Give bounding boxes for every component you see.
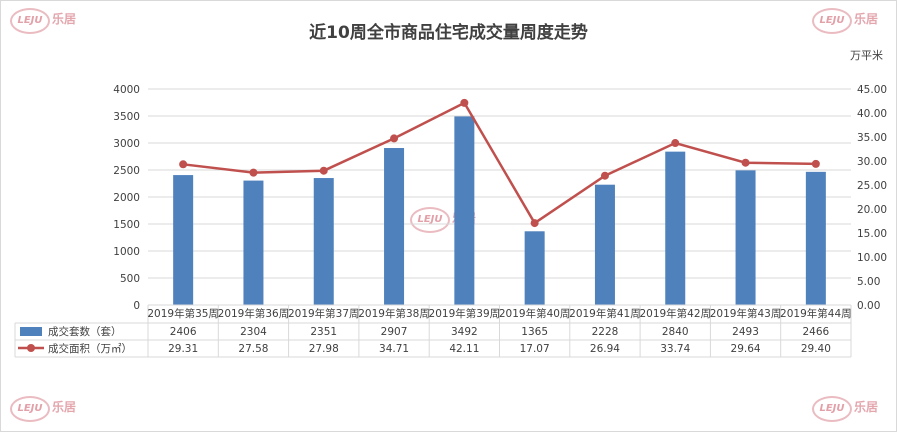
x-category-label: 2019年第41周 — [569, 307, 641, 320]
table-cell-bar-value: 2466 — [802, 326, 829, 338]
y-right-tick-label: 25.00 — [857, 180, 887, 192]
bar — [384, 148, 405, 305]
line-point — [460, 98, 469, 107]
x-category-label: 2019年第38周 — [358, 307, 430, 320]
y-right-tick-label: 10.00 — [857, 252, 887, 264]
x-category-label: 2019年第35周 — [147, 307, 219, 320]
x-category-label: 2019年第39周 — [429, 307, 501, 320]
watermark-logo-top-left: LEJU 乐居 — [10, 8, 76, 34]
line-point — [530, 219, 539, 228]
bar — [594, 184, 615, 305]
y-left-tick-label: 1500 — [113, 219, 140, 231]
y-left-tick-label: 3000 — [113, 138, 140, 150]
line-point — [671, 139, 680, 148]
y-right-tick-label: 20.00 — [857, 204, 887, 216]
y-left-tick-label: 0 — [133, 300, 140, 312]
legend-label-line: 成交面积（万㎡） — [48, 342, 132, 355]
table-cell-line-value: 27.98 — [309, 343, 339, 355]
y-left-tick-label: 500 — [120, 273, 140, 285]
y-left-tick-label: 2500 — [113, 165, 140, 177]
x-category-label: 2019年第42周 — [639, 307, 711, 320]
y-right-tick-label: 15.00 — [857, 228, 887, 240]
table-cell-bar-value: 2493 — [732, 326, 759, 338]
watermark-logo-bottom-left: LEJU 乐居 — [10, 396, 76, 422]
y-left-tick-label: 3500 — [113, 111, 140, 123]
table-cell-line-value: 17.07 — [520, 343, 550, 355]
legend-key-line-marker — [27, 344, 35, 352]
y-right-tick-label: 45.00 — [857, 84, 887, 96]
table-cell-line-value: 29.40 — [801, 343, 831, 355]
table-cell-bar-value: 1365 — [521, 326, 548, 338]
x-category-label: 2019年第40周 — [499, 307, 571, 320]
table-cell-line-value: 34.71 — [379, 343, 409, 355]
line-point — [811, 159, 820, 168]
line-series — [183, 101, 816, 225]
watermark-logo-bottom-right: LEJU 乐居 — [812, 396, 878, 422]
bar — [173, 175, 194, 305]
y-left-tick-label: 1000 — [113, 246, 140, 258]
table-cell-bar-value: 2228 — [592, 326, 619, 338]
y-right-tick-label: 40.00 — [857, 108, 887, 120]
table-cell-line-value: 29.31 — [168, 343, 198, 355]
bar — [454, 116, 475, 305]
chart-title: 近10周全市商品住宅成交量周度走势 — [309, 23, 588, 43]
y-right-tick-label: 35.00 — [857, 132, 887, 144]
line-point — [390, 134, 399, 143]
watermark-logo-top-right: LEJU 乐居 — [812, 8, 878, 34]
legend-key-bars — [20, 327, 42, 336]
table-cell-line-value: 27.58 — [238, 343, 268, 355]
y-right-tick-label: 0.00 — [857, 300, 880, 312]
table-cell-line-value: 42.11 — [449, 343, 479, 355]
table-cell-line-value: 26.94 — [590, 343, 620, 355]
right-axis-unit: 万平米 — [850, 49, 883, 62]
x-category-label: 2019年第43周 — [710, 307, 782, 320]
table-cell-line-value: 29.64 — [731, 343, 761, 355]
y-right-tick-label: 30.00 — [857, 156, 887, 168]
x-category-label: 2019年第37周 — [288, 307, 360, 320]
line-point — [600, 171, 609, 180]
table-cell-bar-value: 2304 — [240, 326, 267, 338]
y-left-tick-label: 4000 — [113, 84, 140, 96]
table-cell-bar-value: 2351 — [310, 326, 337, 338]
legend-label-bars: 成交套数（套） — [48, 325, 122, 338]
line-point — [179, 160, 188, 169]
x-category-label: 2019年第44周 — [780, 307, 852, 320]
table-cell-bar-value: 2907 — [381, 326, 408, 338]
table-cell-line-value: 33.74 — [660, 343, 690, 355]
bar — [735, 170, 756, 305]
line-point — [319, 166, 328, 175]
table-cell-bar-value: 2406 — [170, 326, 197, 338]
bar — [243, 180, 264, 305]
line-point — [249, 168, 258, 177]
bar — [524, 231, 545, 305]
table-cell-bar-value: 2840 — [662, 326, 689, 338]
bar — [313, 178, 334, 305]
y-left-tick-label: 2000 — [113, 192, 140, 204]
bar — [805, 171, 826, 305]
line-point — [741, 158, 750, 167]
table-cell-bar-value: 3492 — [451, 326, 478, 338]
bar — [665, 151, 686, 305]
x-category-label: 2019年第36周 — [218, 307, 290, 320]
y-right-tick-label: 5.00 — [857, 276, 880, 288]
